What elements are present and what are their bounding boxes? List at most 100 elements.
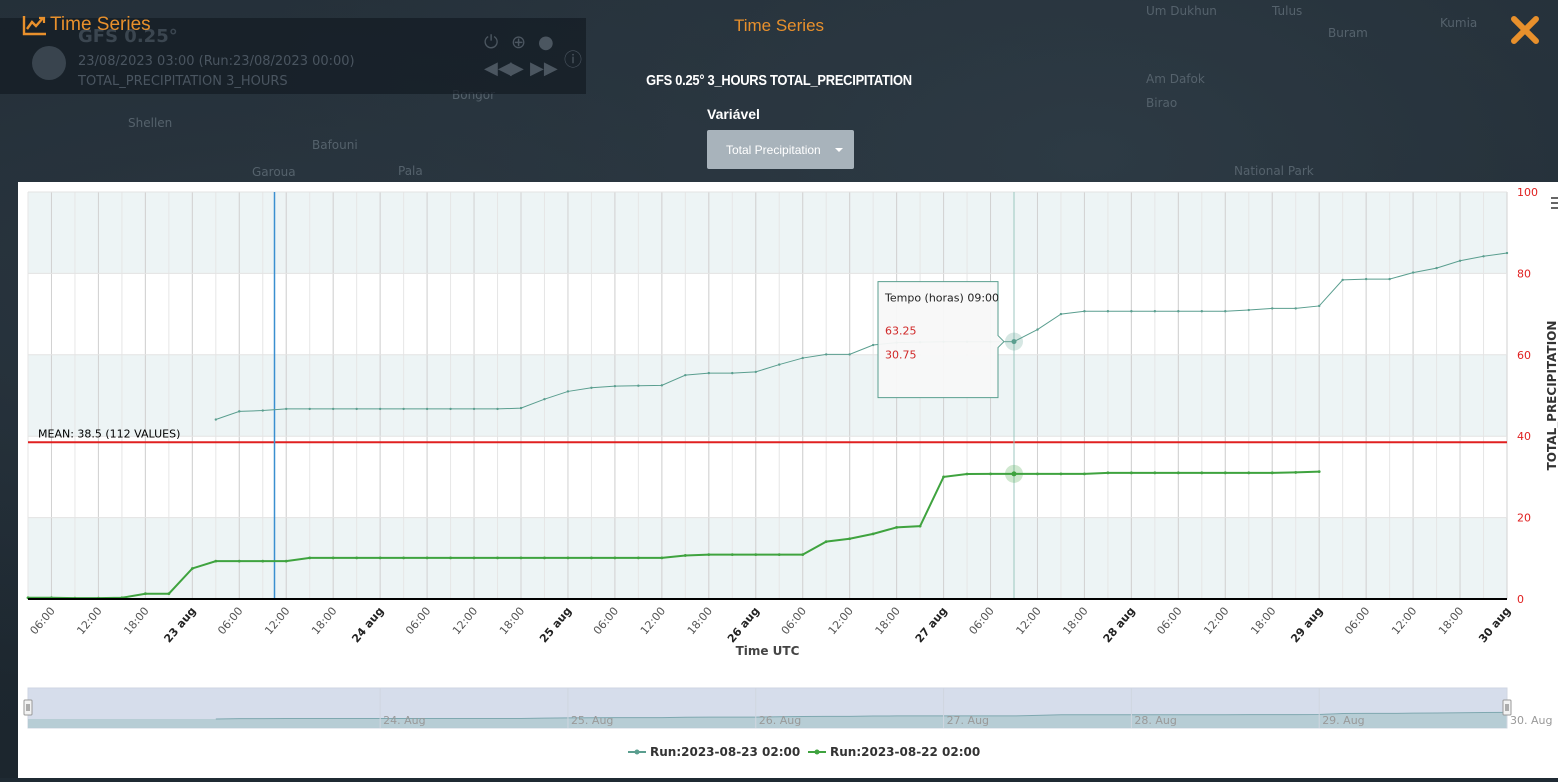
play-icon[interactable]: ▶ bbox=[510, 58, 524, 79]
data-point bbox=[496, 407, 499, 411]
data-point bbox=[449, 556, 452, 560]
data-point bbox=[425, 407, 429, 411]
navigator-label: 28. Aug bbox=[1134, 714, 1176, 727]
data-point bbox=[590, 556, 593, 560]
legend-label: Run:2023-08-22 02:00 bbox=[830, 745, 980, 759]
map-label: Bafouni bbox=[312, 138, 358, 152]
navigator: 24. Aug 25. Aug 26. Aug 27. Aug 28. Aug 29. A… bbox=[23, 687, 1552, 729]
map-label: Tulus bbox=[1272, 4, 1303, 18]
data-point bbox=[1083, 472, 1086, 476]
y-tick-label: 100 bbox=[1517, 186, 1538, 199]
legend-item[interactable]: Run:2023-08-23 02:00 bbox=[628, 745, 800, 759]
power-icon[interactable]: ⏻ bbox=[484, 32, 499, 53]
y-tick-label: 20 bbox=[1517, 512, 1531, 525]
data-point bbox=[1271, 307, 1274, 310]
legend-icon[interactable]: ● bbox=[538, 32, 554, 53]
navigator-handle[interactable] bbox=[23, 699, 33, 716]
data-point bbox=[918, 524, 922, 528]
data-point bbox=[660, 384, 664, 387]
legend-item[interactable]: Run:2023-08-22 02:00 bbox=[808, 745, 980, 759]
chart-menu-icon[interactable] bbox=[1551, 196, 1558, 210]
x-tick-label: 29 aug bbox=[1288, 605, 1325, 646]
data-point bbox=[1059, 312, 1063, 316]
data-point bbox=[1247, 471, 1251, 475]
data-point bbox=[214, 418, 218, 421]
variable-select[interactable]: Total Precipitation bbox=[707, 130, 854, 169]
x-axis-title: Time UTC bbox=[736, 644, 800, 658]
navigator-handle[interactable] bbox=[1502, 699, 1512, 716]
variable-select-value: Total Precipitation bbox=[726, 142, 821, 157]
data-point bbox=[1106, 310, 1110, 313]
time-series-chart[interactable]: 0 20 40 60 80 100 TOTAL_PRECIPITATION MEAN: 38.… bbox=[18, 182, 1558, 778]
data-point bbox=[402, 407, 405, 411]
data-point bbox=[237, 559, 241, 563]
tooltip-header: Tempo (horas) 09:00 bbox=[884, 292, 999, 305]
data-point bbox=[636, 556, 640, 560]
data-point bbox=[1083, 310, 1086, 313]
legend: Run:2023-08-23 02:00 Run:2023-08-22 02:00 bbox=[628, 745, 980, 759]
x-tick-label: 06:00 bbox=[1154, 605, 1184, 638]
data-point bbox=[1388, 277, 1391, 281]
x-tick-label: 18:00 bbox=[309, 605, 339, 638]
plot-band bbox=[28, 354, 1507, 437]
data-point bbox=[1270, 471, 1274, 475]
data-point bbox=[472, 407, 476, 411]
data-point bbox=[1036, 472, 1039, 476]
x-tick-label: 12:00 bbox=[1013, 605, 1043, 638]
line-chart-icon bbox=[22, 16, 46, 36]
x-tick-label: 28 aug bbox=[1101, 605, 1138, 646]
data-point bbox=[1411, 271, 1415, 274]
x-tick-label: 24 aug bbox=[349, 605, 386, 646]
data-point bbox=[378, 556, 382, 560]
data-point bbox=[1317, 470, 1321, 474]
data-point bbox=[519, 406, 523, 410]
map-label: Shellen bbox=[128, 116, 173, 130]
window-title-text: Time Series bbox=[50, 14, 151, 35]
x-tick-label: 18:00 bbox=[497, 605, 527, 638]
data-point bbox=[167, 592, 171, 596]
tooltip-box bbox=[877, 281, 1005, 399]
data-point bbox=[402, 556, 406, 560]
header-title: Time Series bbox=[733, 16, 825, 35]
y-axis-title: TOTAL_PRECIPITATION bbox=[1545, 321, 1558, 471]
data-point bbox=[777, 553, 781, 557]
legend-symbol-marker bbox=[634, 749, 640, 755]
data-point bbox=[1364, 277, 1368, 281]
navigator-label: 30. Aug bbox=[1510, 714, 1552, 727]
x-tick-label: 23 aug bbox=[162, 605, 199, 646]
data-point bbox=[261, 409, 264, 412]
data-point bbox=[543, 397, 546, 401]
x-tick-label: 12:00 bbox=[74, 605, 104, 638]
x-tick-label: 30 aug bbox=[1476, 605, 1513, 646]
tooltip-value: 63.25 bbox=[885, 325, 917, 338]
y-tick-label: 80 bbox=[1517, 267, 1531, 280]
data-point bbox=[824, 540, 828, 544]
data-point bbox=[637, 384, 640, 387]
info-model: GFS 0.25° bbox=[78, 26, 178, 47]
data-point bbox=[378, 407, 382, 411]
data-point bbox=[684, 373, 687, 377]
data-point bbox=[871, 343, 875, 347]
chevron-down-icon bbox=[835, 148, 843, 152]
data-point bbox=[566, 556, 570, 560]
data-point bbox=[1294, 307, 1297, 310]
x-tick-label: 12:00 bbox=[450, 605, 480, 638]
x-tick-label: 26 aug bbox=[725, 605, 762, 646]
data-point bbox=[1435, 266, 1438, 270]
data-point bbox=[1106, 471, 1110, 475]
fast-forward-icon[interactable]: ▶▶ bbox=[530, 58, 558, 79]
data-point bbox=[1200, 471, 1204, 475]
data-point bbox=[848, 353, 851, 356]
data-point bbox=[143, 592, 147, 596]
navigator-label: 24. Aug bbox=[383, 714, 425, 727]
close-button[interactable] bbox=[1508, 13, 1542, 47]
zoom-in-icon[interactable]: ⊕ bbox=[511, 32, 527, 53]
data-point bbox=[284, 559, 288, 563]
data-point bbox=[308, 407, 311, 411]
data-point bbox=[1482, 255, 1485, 258]
rewind-icon[interactable]: ◀◀ bbox=[484, 58, 512, 79]
map-label: Am Dafok bbox=[1146, 72, 1205, 86]
data-point bbox=[989, 472, 992, 476]
info-icon[interactable]: ⓘ bbox=[564, 50, 582, 71]
data-point bbox=[355, 556, 359, 560]
